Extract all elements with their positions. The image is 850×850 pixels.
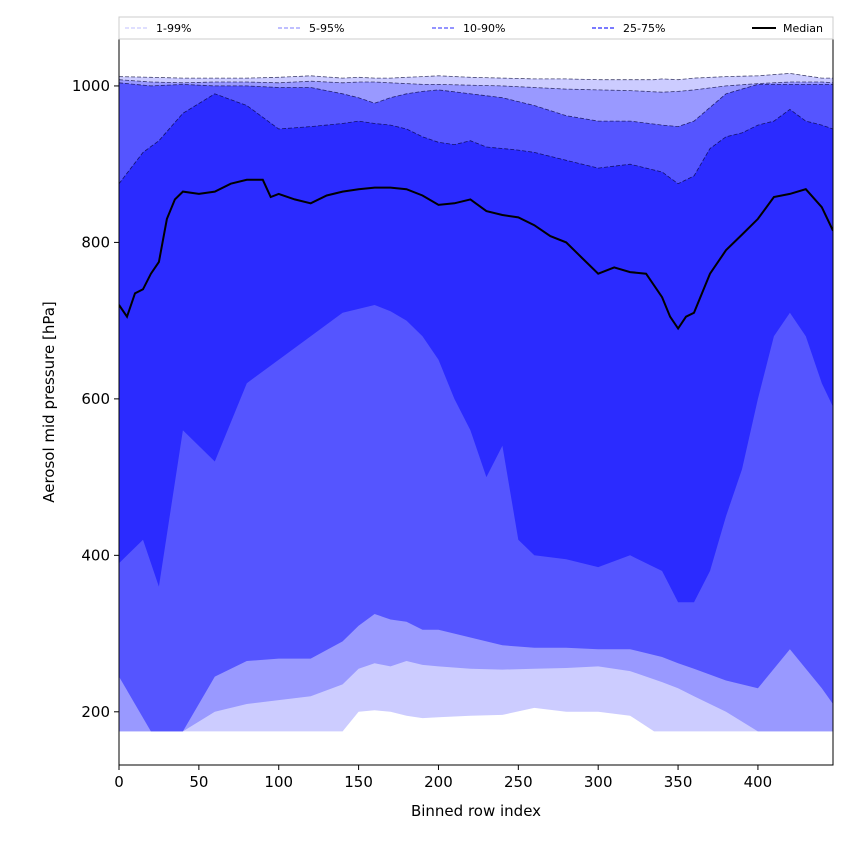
x-tick-label: 350 bbox=[664, 773, 693, 791]
legend-label: 10-90% bbox=[463, 22, 505, 35]
legend: 1-99% 5-95% 10-90% 25-75% Median bbox=[118, 16, 834, 40]
x-tick-label: 50 bbox=[189, 773, 208, 791]
x-tick-label: 200 bbox=[424, 773, 453, 791]
legend-label: Median bbox=[783, 22, 823, 35]
band-25-75pct bbox=[119, 93, 833, 603]
x-tick-label: 0 bbox=[114, 773, 124, 791]
band-upper-edge-10-90pct bbox=[119, 82, 833, 128]
x-axis-label: Binned row index bbox=[411, 802, 541, 820]
y-axis-ticks: 200 400 600 800 1000 bbox=[72, 77, 119, 721]
median-line bbox=[119, 178, 833, 331]
x-axis-ticks: 0 50 100 150 200 250 300 350 400 bbox=[114, 765, 772, 791]
legend-label: 25-75% bbox=[623, 22, 665, 35]
legend-label: 5-95% bbox=[309, 22, 344, 35]
x-tick-label: 100 bbox=[264, 773, 293, 791]
y-axis-label: Aerosol mid pressure [hPa] bbox=[40, 301, 58, 503]
y-tick-label: 200 bbox=[81, 703, 110, 721]
percentile-bands bbox=[119, 72, 833, 732]
y-tick-label: 400 bbox=[81, 546, 110, 564]
x-tick-label: 250 bbox=[504, 773, 533, 791]
y-tick-label: 1000 bbox=[72, 77, 110, 95]
median-series bbox=[119, 178, 833, 331]
band-upper-edge-5-95pct bbox=[119, 79, 833, 93]
y-tick-label: 600 bbox=[81, 390, 110, 408]
band-upper-edge-1-99pct bbox=[119, 72, 833, 81]
legend-frame bbox=[118, 16, 834, 40]
x-tick-label: 150 bbox=[344, 773, 373, 791]
x-tick-label: 400 bbox=[744, 773, 773, 791]
legend-label: 1-99% bbox=[156, 22, 191, 35]
y-tick-label: 800 bbox=[81, 233, 110, 251]
x-tick-label: 300 bbox=[584, 773, 613, 791]
band-upper-edge-25-75pct bbox=[119, 93, 833, 185]
